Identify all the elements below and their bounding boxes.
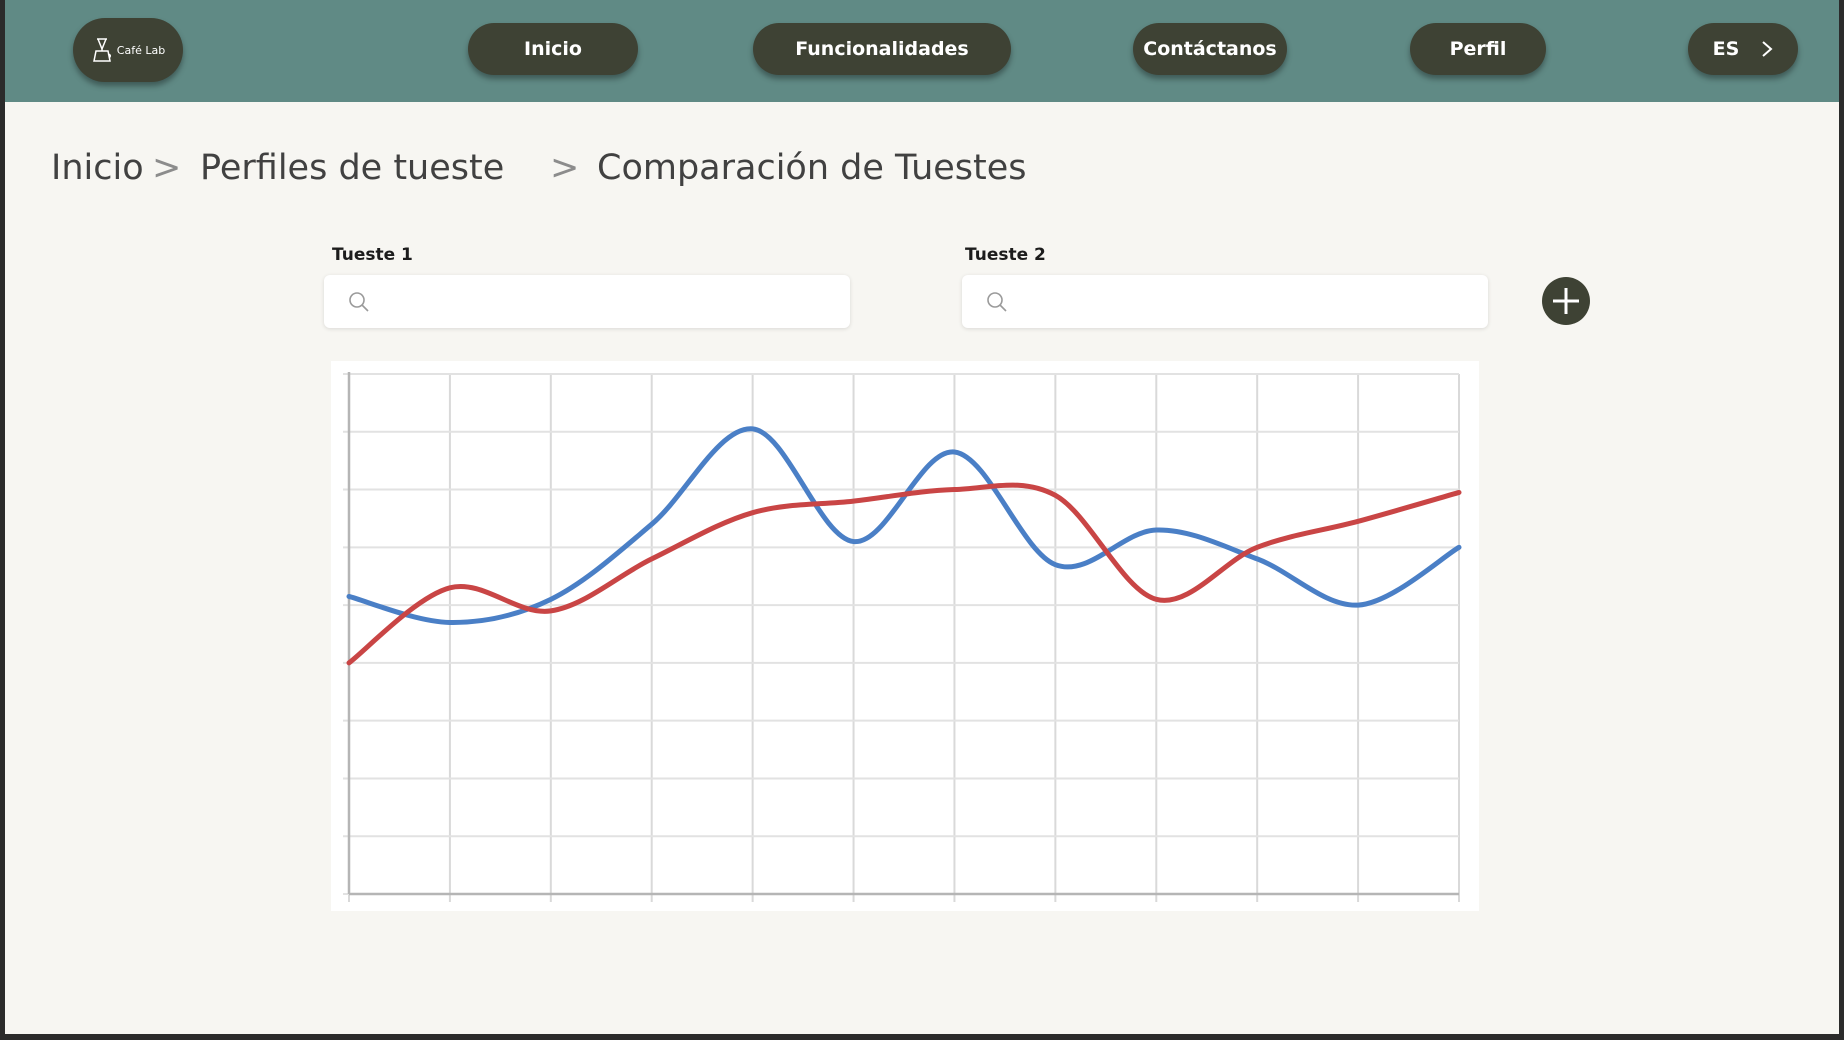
series-line-1 — [346, 426, 1462, 625]
logo-button[interactable]: Café Lab — [73, 18, 183, 82]
logo-text: Café Lab — [116, 43, 166, 57]
chart-canvas — [343, 372, 1462, 902]
series-line-2 — [346, 482, 1462, 666]
nav-item-inicio[interactable]: Inicio — [468, 23, 638, 75]
nav-item-perfil[interactable]: Perfil — [1410, 23, 1546, 75]
add-roast-button[interactable] — [1542, 277, 1590, 325]
tueste1-label: Tueste 1 — [332, 245, 413, 265]
breadcrumb-separator: > — [550, 148, 580, 188]
search-icon — [987, 291, 1007, 312]
search-icon — [349, 291, 369, 312]
tueste2-search-input[interactable] — [1018, 274, 1488, 329]
breadcrumb-separator: > — [152, 148, 182, 188]
breadcrumb: Inicio > Perfiles de tueste > Comparació… — [5, 148, 1839, 198]
coffee-dripper-icon — [92, 38, 111, 62]
breadcrumb-item-inicio[interactable]: Inicio — [51, 148, 144, 188]
tueste1-search — [324, 274, 850, 329]
chevron-right-icon — [1762, 41, 1773, 57]
breadcrumb-item-current: Comparación de Tuestes — [597, 148, 1027, 188]
tueste1-search-input[interactable] — [380, 274, 850, 329]
language-label: ES — [1712, 38, 1740, 60]
language-selector[interactable]: ES — [1688, 23, 1798, 75]
nav-item-funcionalidades[interactable]: Funcionalidades — [753, 23, 1011, 75]
breadcrumb-item-perfiles[interactable]: Perfiles de tueste — [200, 148, 505, 188]
tueste2-label: Tueste 2 — [965, 245, 1046, 265]
app-frame: Café Lab Inicio Funcionalidades Contácta… — [5, 0, 1839, 1034]
plus-icon — [1553, 288, 1579, 314]
roast-comparison-chart — [331, 361, 1479, 911]
tueste2-search — [962, 274, 1488, 329]
nav-item-contactanos[interactable]: Contáctanos — [1133, 23, 1287, 75]
top-navigation-bar: Café Lab Inicio Funcionalidades Contácta… — [5, 0, 1839, 102]
